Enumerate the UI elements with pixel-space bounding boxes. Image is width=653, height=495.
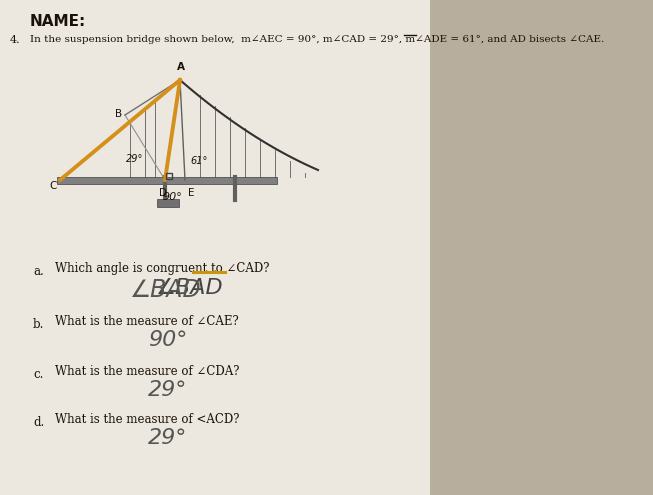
Bar (57, 177, 277, 184)
Bar (430, 0, 653, 495)
Text: c.: c. (33, 368, 43, 381)
Text: B: B (116, 109, 123, 119)
Bar (157, 199, 179, 207)
Text: In the suspension bridge shown below,  m∠AEC = 90°, m∠CAD = 29°, m∠ADE = 61°, an: In the suspension bridge shown below, m∠… (30, 35, 604, 44)
Text: Which angle is congruent to ∠CAD?: Which angle is congruent to ∠CAD? (55, 262, 270, 275)
Text: ∠BAD: ∠BAD (130, 278, 202, 302)
Bar (0, 0, 430, 495)
Text: D: D (159, 188, 167, 198)
Bar (166, 173, 172, 179)
Text: A: A (177, 62, 185, 72)
Text: What is the measure of <ACD?: What is the measure of <ACD? (55, 413, 240, 426)
Text: 90°: 90° (162, 192, 182, 202)
Text: a.: a. (33, 265, 44, 278)
Text: b.: b. (33, 318, 44, 331)
Text: d.: d. (33, 416, 44, 429)
Text: E: E (188, 188, 194, 198)
Text: C: C (50, 181, 57, 191)
Text: What is the measure of ∠CAE?: What is the measure of ∠CAE? (55, 315, 239, 328)
Text: 29°: 29° (126, 154, 144, 164)
Text: 29°: 29° (148, 380, 187, 400)
Text: 29°: 29° (148, 428, 187, 448)
Text: 4.: 4. (10, 35, 21, 45)
Text: 90°: 90° (148, 330, 187, 350)
Text: NAME:: NAME: (30, 14, 86, 29)
Text: 61°: 61° (190, 156, 208, 166)
Text: What is the measure of ∠CDA?: What is the measure of ∠CDA? (55, 365, 240, 378)
Text: ∠BAD: ∠BAD (155, 278, 223, 298)
